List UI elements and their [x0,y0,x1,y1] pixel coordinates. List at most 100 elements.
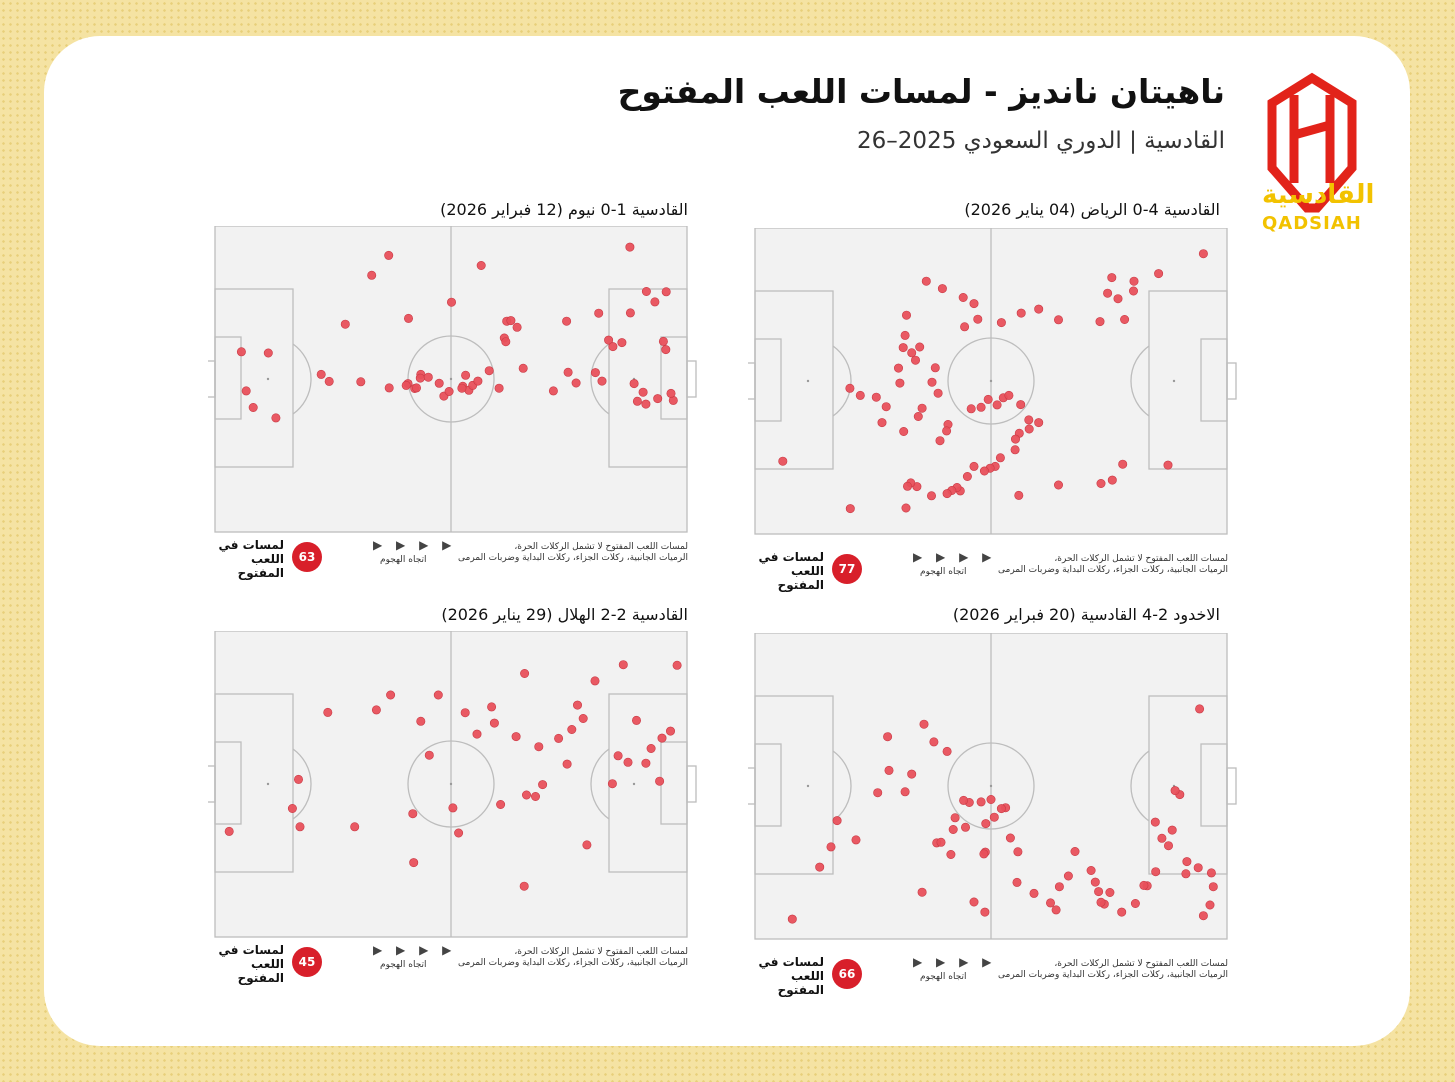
footnote: لمسات اللعب المفتوح لا تشمل الركلات الحر… [998,554,1228,576]
touch-point [512,322,522,332]
touch-point [650,297,660,307]
touch-point [958,293,968,303]
touch-point [424,750,434,760]
touch-point [1167,825,1177,835]
touch-point [894,363,904,373]
touch-point [530,792,540,802]
penalty-arc-right [1130,345,1150,417]
centre-spot [989,784,993,788]
touch-point [415,373,425,383]
touch-count-badge: 66 [832,959,862,989]
touch-point [248,403,258,413]
touch-point [641,399,651,409]
touch-point [1034,418,1044,428]
goal-right [686,360,697,398]
touch-point [263,348,273,358]
footnote-line-2: الرميات الجانبية، ركلات الجزاء، ركلات ال… [458,958,688,968]
touch-point [641,286,651,296]
touch-point [845,504,855,514]
touch-point [494,383,504,393]
touch-point [444,387,454,397]
touch-point [992,400,1002,410]
match-title: الاخدود 2-4 القادسية (20 فبراير 2026) [952,605,1220,624]
touch-point [1107,475,1117,485]
touch-point [367,270,377,280]
penalty-arc-right [590,748,610,820]
touch-point [472,729,482,739]
touch-label: لمسات في اللعب المفتوح [218,943,284,985]
touch-point [324,376,334,386]
touch-point [590,676,600,686]
touch-point [554,733,564,743]
footnote-line-1: لمسات اللعب المفتوح لا تشمل الركلات الحر… [1054,554,1228,564]
touch-point [881,402,891,412]
touch-point [911,355,921,365]
touch-point [884,765,894,775]
touch-point [1105,888,1115,898]
attack-direction-label: اتجاه الهجوم [380,960,427,970]
touch-point [241,386,251,396]
attack-direction-arrows-icon: ▶ ▶ ▶ ▶ [913,955,997,969]
touch-point [1094,887,1104,897]
touch-point [563,367,573,377]
page-subtitle: القادسية | الدوري السعودي 2025–26 [857,128,1225,154]
touch-point [578,714,588,724]
touch-point [787,914,797,924]
touch-point [416,716,426,726]
touch-point [907,348,917,358]
penalty-spot-left [806,379,810,383]
touch-point [454,828,464,838]
touch-point [1182,857,1192,867]
touch-point [929,737,939,747]
touch-point [917,403,927,413]
penalty-arc-right [590,343,610,415]
touch-point [969,897,979,907]
centre-spot [449,377,453,381]
touch-point [1024,415,1034,425]
touch-count-badge: 45 [292,947,322,977]
touch-point [973,314,983,324]
goal-right [1226,767,1237,805]
touch-point [646,744,656,754]
touch-point [590,368,600,378]
touch-point [271,413,281,423]
touch-point [1157,833,1167,843]
touch-point [511,732,521,742]
touch-point [1096,479,1106,489]
touch-point [1096,897,1106,907]
touch-point [623,757,633,767]
touch-point [1095,317,1105,327]
goal-left [208,765,216,803]
touch-point [969,461,979,471]
touch-point [930,363,940,373]
touch-point [323,707,333,717]
touch-point [534,742,544,752]
touch-point [582,840,592,850]
goal-left [208,360,216,398]
touch-point [457,383,467,393]
goal-right [686,765,697,803]
touch-point [927,377,937,387]
touch-point [1029,888,1039,898]
touch-point [618,660,628,670]
touch-point [1053,315,1063,325]
chart-footer: لمسات في اللعب المفتوح 45 ▶ ▶ ▶ ▶ اتجاه … [208,943,688,991]
touch-point [778,456,788,466]
touch-point [950,813,960,823]
touch-point [520,668,530,678]
touch-point [434,378,444,388]
touch-point [871,392,881,402]
touch-point [815,862,825,872]
touch-point [995,453,1005,463]
touch-point [672,660,682,670]
touch-point [1170,786,1180,796]
touch-point [658,336,668,346]
touch-point [386,690,396,700]
penalty-spot-left [266,377,270,381]
touch-point [979,849,989,859]
touch-map-panel: القادسية 2-2 الهلال (29 يناير 2026) لمسا… [208,605,697,985]
page-title: ناهيتان نانديز - لمسات اللعب المفتوح [617,72,1225,111]
touch-point [356,377,366,387]
touch-point [900,787,910,797]
touch-label: لمسات في اللعب المفتوح [758,955,824,997]
